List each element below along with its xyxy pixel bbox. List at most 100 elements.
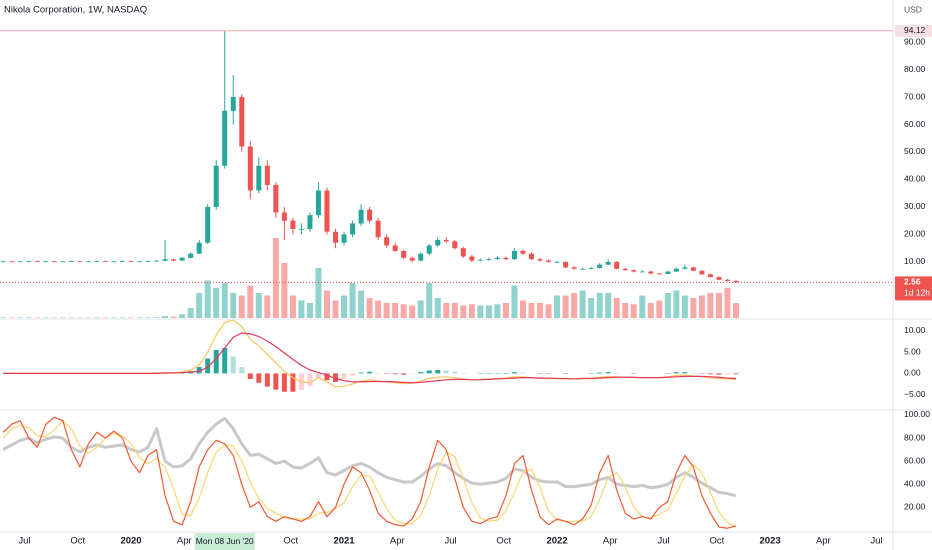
volume-bar bbox=[272, 238, 279, 318]
countdown-label: 1d 12h bbox=[904, 288, 930, 298]
volume-bar bbox=[494, 304, 501, 318]
candle-body bbox=[588, 267, 594, 269]
plot-layer bbox=[0, 30, 893, 529]
candle-body bbox=[665, 271, 671, 275]
volume-bar bbox=[468, 304, 475, 318]
y-tick-label: 10.00 bbox=[904, 256, 926, 266]
candle-body bbox=[392, 245, 398, 251]
volume-bar bbox=[571, 293, 578, 318]
candle-body bbox=[520, 250, 526, 254]
candle-body bbox=[281, 212, 287, 221]
histogram-bar bbox=[324, 373, 330, 381]
volume-bar bbox=[136, 317, 143, 318]
x-tick-label: 2020 bbox=[120, 536, 141, 547]
histogram-bar bbox=[367, 371, 373, 374]
candle-body bbox=[196, 242, 202, 254]
histogram-bar bbox=[341, 373, 347, 379]
candle-body bbox=[631, 270, 637, 272]
candle-body bbox=[597, 264, 603, 268]
candle-body bbox=[682, 267, 688, 269]
last-price-label: 2.56 bbox=[904, 277, 921, 287]
volume-bar bbox=[281, 263, 288, 318]
volume-bar bbox=[579, 290, 586, 318]
candle-body bbox=[537, 259, 543, 261]
candle-body bbox=[716, 277, 722, 280]
candle-body bbox=[324, 190, 330, 232]
candle-body bbox=[222, 110, 228, 166]
histogram-bar bbox=[222, 347, 228, 374]
y-tick-label: 50.00 bbox=[904, 146, 926, 156]
y-tick-label: 5.00 bbox=[904, 346, 921, 356]
volume-bar bbox=[681, 295, 688, 318]
volume-bar bbox=[443, 303, 450, 318]
candle-body bbox=[528, 253, 534, 260]
y-tick-label: 20.00 bbox=[904, 229, 926, 239]
max-price-label: 94.12 bbox=[904, 25, 926, 35]
volume-bar bbox=[519, 300, 526, 318]
candle-body bbox=[154, 260, 160, 262]
candle-body bbox=[51, 261, 57, 263]
candle-body bbox=[119, 261, 125, 262]
volume-bar bbox=[289, 295, 296, 318]
volume-bar bbox=[477, 305, 484, 318]
volume-bar bbox=[358, 290, 365, 318]
histogram-bar bbox=[426, 370, 432, 374]
candle-body bbox=[9, 261, 15, 263]
volume-bar bbox=[613, 298, 620, 318]
histogram-bar bbox=[452, 371, 458, 374]
y-tick-label: 0.00 bbox=[904, 368, 921, 378]
volume-bar bbox=[383, 303, 390, 318]
x-tick-label: Jul bbox=[871, 536, 883, 547]
x-tick-label: Jul bbox=[444, 536, 456, 547]
histogram-bar bbox=[256, 373, 262, 383]
candle-body bbox=[256, 165, 262, 191]
x-tick-label: 2022 bbox=[546, 536, 567, 547]
x-tick-label: Oct bbox=[496, 536, 511, 547]
y-tick-label: 40.00 bbox=[904, 174, 926, 184]
histogram-bar bbox=[350, 373, 356, 376]
volume-bar bbox=[434, 298, 441, 318]
histogram-bar bbox=[682, 372, 688, 374]
candle-body bbox=[554, 261, 560, 263]
volume-bar bbox=[630, 304, 637, 318]
histogram-bar bbox=[724, 373, 730, 375]
candle-body bbox=[460, 248, 466, 257]
candle-body bbox=[102, 261, 108, 262]
candle-body bbox=[85, 261, 91, 263]
volume-bar bbox=[85, 317, 92, 318]
volume-bar bbox=[502, 303, 509, 318]
candle-body bbox=[733, 280, 739, 283]
candle-body bbox=[699, 270, 705, 275]
volume-bar bbox=[179, 314, 186, 318]
x-tick-label: Apr bbox=[177, 536, 192, 547]
candle-body bbox=[707, 274, 713, 278]
y-tick-label: 20.00 bbox=[904, 502, 926, 512]
x-tick-label: Apr bbox=[816, 536, 831, 547]
candle-body bbox=[443, 239, 449, 242]
volume-bar bbox=[690, 298, 697, 318]
volume-bar bbox=[213, 288, 220, 318]
histogram-bar bbox=[315, 373, 321, 379]
volume-bar bbox=[42, 317, 49, 318]
volume-bar bbox=[707, 293, 714, 318]
volume-bar bbox=[119, 317, 126, 318]
y-tick-label: 70.00 bbox=[904, 91, 926, 101]
candle-body bbox=[68, 261, 74, 262]
volume-bar bbox=[528, 303, 535, 318]
candle-body bbox=[145, 261, 151, 262]
volume-bar bbox=[264, 295, 271, 318]
candle-body bbox=[511, 250, 517, 260]
candle-body bbox=[333, 231, 339, 243]
y-tick-label: 90.00 bbox=[904, 36, 926, 46]
candle-body bbox=[213, 165, 219, 207]
volume-bar bbox=[25, 317, 32, 318]
candle-body bbox=[111, 261, 117, 263]
candle-body bbox=[60, 261, 66, 263]
candle-body bbox=[307, 215, 313, 229]
volume-bar bbox=[460, 305, 467, 318]
candle-body bbox=[358, 209, 364, 224]
candle-body bbox=[622, 268, 628, 271]
volume-bar bbox=[537, 303, 544, 318]
indicator-line bbox=[2, 420, 737, 528]
histogram-bar bbox=[597, 372, 603, 374]
